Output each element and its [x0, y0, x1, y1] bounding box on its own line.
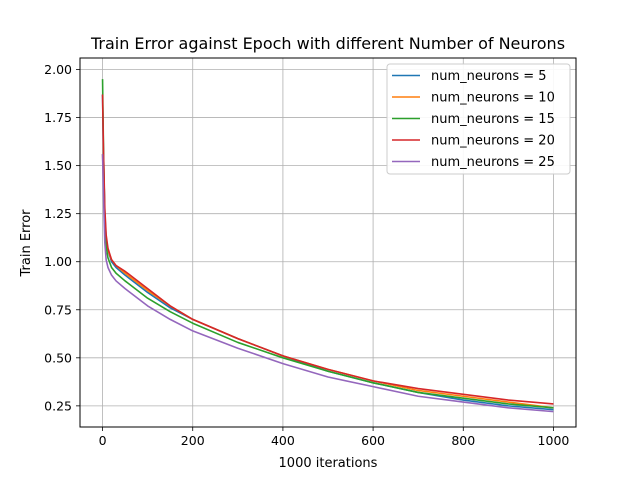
legend-box	[386, 63, 571, 175]
y-tick-label: 1.25	[44, 206, 72, 221]
x-tick-label: 800	[451, 433, 475, 448]
legend-label: num_neurons = 5	[431, 69, 547, 84]
plot-frame	[79, 57, 577, 428]
x-tick-label: 0	[99, 433, 107, 448]
legend-label: num_neurons = 25	[431, 155, 555, 170]
x-tick-label: 1000	[538, 433, 570, 448]
x-axis-label: 1000 iterations	[279, 456, 378, 471]
legend: num_neurons = 5 num_neurons = 10 num_neuro…	[386, 63, 571, 175]
y-tick-label: 1.50	[44, 158, 72, 173]
y-tick-label: 2.00	[44, 62, 72, 77]
y-tick-label: 0.50	[44, 350, 72, 365]
grid	[80, 58, 576, 427]
plot-lines	[101, 79, 554, 413]
x-tick-label: 400	[271, 433, 295, 448]
x-tick-label: 200	[181, 433, 205, 448]
legend-label: num_neurons = 15	[431, 112, 555, 127]
y-tick-label: 0.25	[44, 398, 72, 413]
y-tick-label: 1.00	[44, 254, 72, 269]
series-line	[101, 154, 554, 413]
legend-label: num_neurons = 10	[431, 91, 555, 106]
chart-title: Train Error against Epoch with different…	[90, 34, 565, 53]
x-axis-ticks: 0 200 400 600 800 1000	[99, 427, 570, 448]
y-tick-label: 1.75	[44, 110, 72, 125]
series-line	[101, 79, 554, 409]
x-tick-label: 600	[361, 433, 385, 448]
legend-label: num_neurons = 20	[431, 134, 555, 149]
y-tick-label: 0.75	[44, 302, 72, 317]
series-line	[101, 94, 554, 405]
y-axis-label: Train Error	[19, 209, 34, 278]
y-axis-ticks: 0.25 0.50 0.75 1.00 1.25 1.50 1.75 2.00	[44, 62, 80, 413]
